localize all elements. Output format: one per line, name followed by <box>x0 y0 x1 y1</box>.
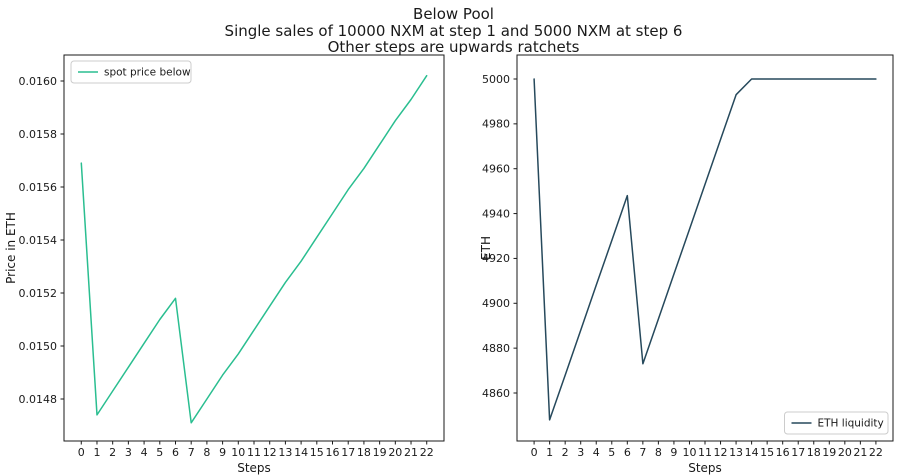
y-tick-label: 0.0148 <box>19 393 58 406</box>
x-tick-label: 18 <box>357 446 371 459</box>
legend-label: spot price below <box>104 67 191 79</box>
x-tick-label: 15 <box>760 446 774 459</box>
legend: spot price below <box>70 60 192 84</box>
title-line-2: Single sales of 10000 NXM at step 1 and … <box>224 21 683 40</box>
x-tick-label: 4 <box>141 446 148 459</box>
x-tick-label: 2 <box>562 446 569 459</box>
x-tick-label: 10 <box>682 446 696 459</box>
x-tick-label: 17 <box>791 446 805 459</box>
plot-border <box>516 54 894 442</box>
x-tick-label: 3 <box>125 446 132 459</box>
y-tick-label: 4940 <box>482 207 510 220</box>
x-tick-label: 11 <box>698 446 712 459</box>
x-tick-label: 15 <box>310 446 324 459</box>
eth-liquidity-chart: 0 1 2 3 4 5 6 7 8 9 10 11 12 13 14 15 16 17 18 19 20 21 224860… <box>479 54 894 475</box>
y-tick-label: 4860 <box>482 387 510 400</box>
x-tick-label: 18 <box>807 446 821 459</box>
legend-box <box>784 411 889 435</box>
x-tick-label: 5 <box>156 446 163 459</box>
legend-label: ETH liquidity <box>818 418 884 430</box>
y-axis-label: Price in ETH <box>4 212 18 284</box>
x-tick-label: 20 <box>388 446 402 459</box>
x-tick-label: 20 <box>838 446 852 459</box>
x-tick-label: 8 <box>655 446 662 459</box>
y-tick-label: 4900 <box>482 297 510 310</box>
x-tick-label: 16 <box>776 446 790 459</box>
x-tick-label: 13 <box>729 446 743 459</box>
series-line-spot-price-below <box>80 74 428 424</box>
x-tick-label: 5 <box>608 446 615 459</box>
x-tick-label: 7 <box>639 446 646 459</box>
y-tick-label: 0.0152 <box>19 287 58 300</box>
y-tick-label: 4960 <box>482 163 510 176</box>
x-tick-label: 22 <box>869 446 883 459</box>
y-tick-label: 0.0156 <box>19 181 58 194</box>
x-tick-label: 6 <box>624 446 631 459</box>
x-tick-label: 6 <box>172 446 179 459</box>
x-tick-label: 0 <box>531 446 538 459</box>
x-tick-label: 7 <box>188 446 195 459</box>
x-tick-label: 1 <box>93 446 100 459</box>
y-tick-label: 0.0154 <box>19 234 58 247</box>
plot-border <box>63 54 445 442</box>
x-tick-label: 1 <box>546 446 553 459</box>
y-tick-label: 4920 <box>482 252 510 265</box>
y-tick-label: 0.0150 <box>19 340 58 353</box>
x-tick-label: 10 <box>231 446 245 459</box>
x-axis-label: Steps <box>237 461 271 475</box>
x-tick-label: 14 <box>745 446 759 459</box>
x-tick-label: 11 <box>247 446 261 459</box>
x-tick-label: 12 <box>714 446 728 459</box>
figure-title: Below Pool Single sales of 10000 NXM at … <box>0 6 907 56</box>
x-tick-label: 17 <box>341 446 355 459</box>
x-axis-label: Steps <box>688 461 722 475</box>
series-line-eth-liquidity <box>533 78 877 421</box>
spot-price-chart: 0 1 2 3 4 5 6 7 8 9 10 11 12 13 14 15 16 17 18 19 20 21 220.01… <box>4 54 445 475</box>
x-tick-label: 19 <box>373 446 387 459</box>
x-tick-label: 4 <box>593 446 600 459</box>
x-tick-label: 13 <box>278 446 292 459</box>
y-axis-label: ETH <box>479 236 493 260</box>
x-tick-label: 14 <box>294 446 308 459</box>
x-tick-label: 12 <box>263 446 277 459</box>
x-tick-label: 2 <box>109 446 116 459</box>
y-tick-label: 0.0158 <box>19 128 58 141</box>
title-line-3: Other steps are upwards ratchets <box>327 38 580 56</box>
x-tick-label: 8 <box>203 446 210 459</box>
y-tick-label: 4980 <box>482 118 510 131</box>
x-tick-label: 9 <box>219 446 226 459</box>
y-tick-label: 0.0160 <box>19 75 58 88</box>
legend: ETH liquidity <box>784 411 889 435</box>
x-tick-label: 19 <box>822 446 836 459</box>
x-tick-label: 3 <box>577 446 584 459</box>
x-tick-label: 9 <box>670 446 677 459</box>
y-tick-label: 4880 <box>482 342 510 355</box>
y-tick-label: 5000 <box>482 73 510 86</box>
title-line-1: Below Pool <box>413 5 494 23</box>
legend-box <box>70 60 192 84</box>
x-tick-label: 22 <box>420 446 434 459</box>
x-tick-label: 0 <box>78 446 85 459</box>
x-tick-label: 21 <box>404 446 418 459</box>
x-tick-label: 16 <box>326 446 340 459</box>
x-tick-label: 21 <box>853 446 867 459</box>
